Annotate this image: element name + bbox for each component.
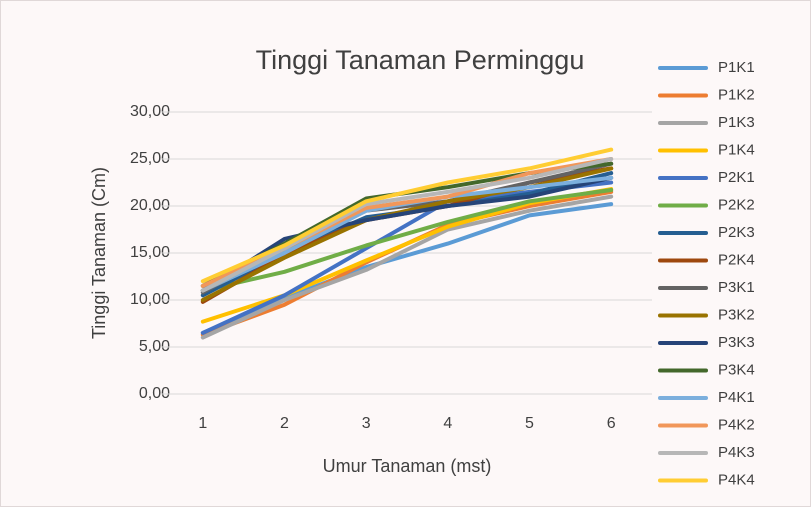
chart-title: Tinggi Tanaman Perminggu bbox=[256, 45, 585, 75]
series-line bbox=[200, 175, 614, 293]
x-tick-label: 6 bbox=[607, 415, 616, 432]
x-tick-label: 2 bbox=[280, 415, 289, 432]
series-line bbox=[200, 147, 614, 284]
x-axis-title: Umur Tanaman (mst) bbox=[323, 456, 492, 476]
y-tick-label: 30,00 bbox=[130, 103, 170, 120]
legend-label: P3K1 bbox=[718, 279, 755, 296]
y-tick-label: 10,00 bbox=[130, 291, 170, 308]
legend-label: P2K3 bbox=[718, 224, 755, 241]
y-axis-title: Tinggi Tanaman (Cm) bbox=[89, 167, 109, 339]
legend-label: P1K3 bbox=[718, 114, 755, 131]
legend-label: P1K1 bbox=[718, 59, 755, 76]
x-tick-label: 5 bbox=[525, 415, 534, 432]
legend-label: P2K4 bbox=[718, 251, 755, 268]
legend-label: P4K3 bbox=[718, 444, 755, 461]
y-tick-label: 25,00 bbox=[130, 150, 170, 167]
legend-label: P3K2 bbox=[718, 306, 755, 323]
legend-label: P3K3 bbox=[718, 334, 755, 351]
legend-label: P4K2 bbox=[718, 416, 755, 433]
series-line bbox=[200, 202, 614, 335]
y-tick-label: 15,00 bbox=[130, 244, 170, 261]
legend-label: P3K4 bbox=[718, 361, 755, 378]
y-tick-label: 0,00 bbox=[139, 385, 170, 402]
y-tick-label: 5,00 bbox=[139, 338, 170, 355]
legend-label: P4K1 bbox=[718, 389, 755, 406]
legend-label: P2K1 bbox=[718, 169, 755, 186]
legend-label: P1K2 bbox=[718, 86, 755, 103]
x-tick-label: 1 bbox=[198, 415, 207, 432]
x-tick-label: 4 bbox=[443, 415, 452, 432]
series-line bbox=[200, 157, 614, 293]
series-line bbox=[200, 188, 614, 293]
legend-label: P1K4 bbox=[718, 141, 755, 158]
series-line bbox=[200, 194, 614, 340]
legend-label: P4K4 bbox=[718, 471, 755, 488]
x-tick-label: 3 bbox=[362, 415, 371, 432]
legend-label: P2K2 bbox=[718, 196, 755, 213]
y-tick-label: 20,00 bbox=[130, 197, 170, 214]
